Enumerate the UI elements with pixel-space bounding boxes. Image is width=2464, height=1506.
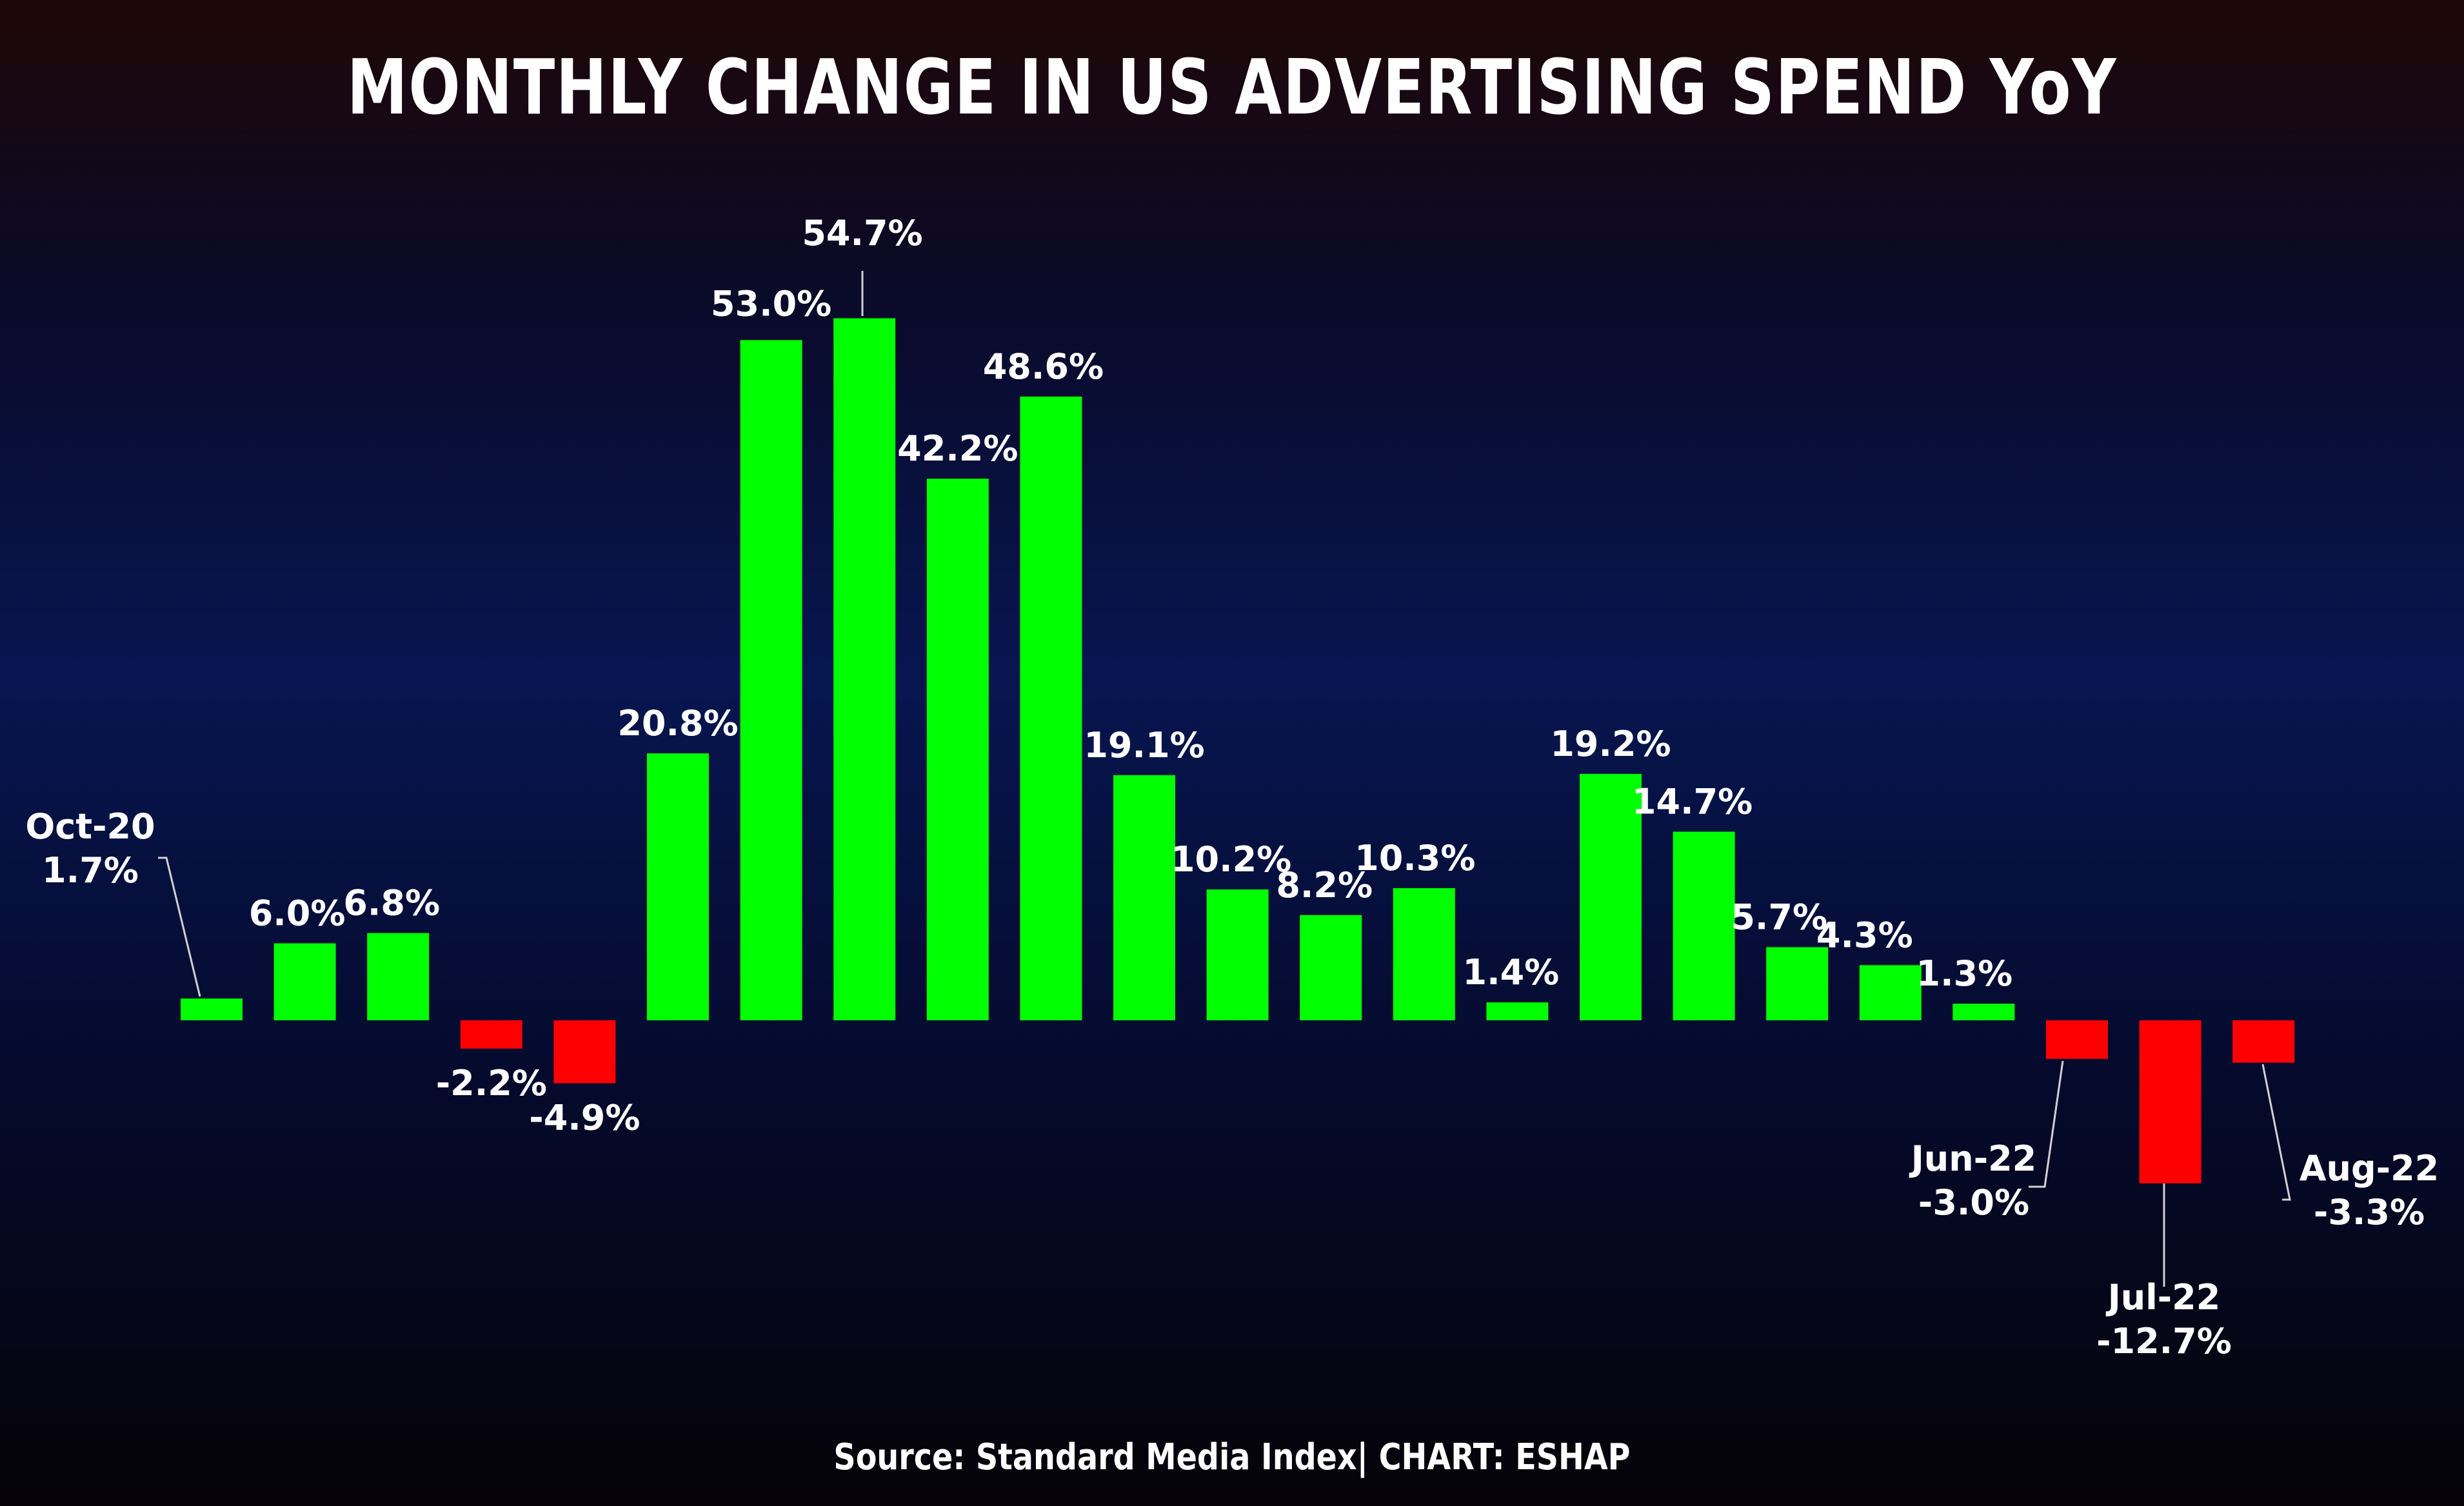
value-label-20: Jun-22 -3.0% bbox=[1909, 1138, 2037, 1223]
leader-line-20 bbox=[2029, 1060, 2064, 1188]
value-label-9: 48.6% bbox=[983, 346, 1104, 387]
bar-5 bbox=[647, 753, 709, 1020]
value-label-18: 4.3% bbox=[1816, 915, 1913, 955]
bars-layer bbox=[181, 318, 2295, 1184]
value-label-7: 54.7% bbox=[802, 213, 922, 253]
value-label-22: Aug-22 -3.3% bbox=[2300, 1148, 2439, 1233]
bar-10 bbox=[1113, 775, 1175, 1020]
bar-3 bbox=[460, 1020, 522, 1049]
bar-11 bbox=[1206, 889, 1269, 1020]
bar-6 bbox=[740, 340, 802, 1020]
chart-source: Source: Standard Media Index| CHART: ESH… bbox=[833, 1436, 1631, 1478]
value-label-6: 53.0% bbox=[711, 283, 831, 324]
bar-16 bbox=[1673, 831, 1735, 1020]
bar-7 bbox=[833, 318, 896, 1021]
value-label-0: Oct-20 1.7% bbox=[25, 806, 155, 891]
leader-line-22 bbox=[2261, 1064, 2291, 1201]
bar-1 bbox=[273, 943, 336, 1020]
bar-22 bbox=[2232, 1020, 2295, 1063]
bar-9 bbox=[1020, 396, 1082, 1020]
bar-18 bbox=[1859, 965, 1922, 1020]
leader-line-0 bbox=[158, 857, 201, 997]
chart-title: MONTHLY CHANGE IN US ADVERTISING SPEND Y… bbox=[346, 43, 2118, 132]
value-label-1: 6.0% bbox=[249, 893, 346, 934]
value-label-12: 8.2% bbox=[1276, 865, 1373, 906]
bar-12 bbox=[1300, 915, 1362, 1020]
value-label-2: 6.8% bbox=[343, 883, 440, 924]
bar-15 bbox=[1580, 773, 1642, 1020]
value-labels-layer: Oct-20 1.7% 6.0%6.8% -2.2%-4.9% 20.8% 53.0% 54… bbox=[25, 213, 2439, 1362]
bar-8 bbox=[926, 479, 989, 1020]
bar-14 bbox=[1486, 1002, 1549, 1020]
value-label-5: 20.8% bbox=[617, 703, 738, 744]
value-label-21: Jul-22 -12.7% bbox=[2096, 1277, 2232, 1362]
value-label-17: 5.7% bbox=[1731, 897, 1827, 938]
bar-0 bbox=[181, 998, 243, 1020]
value-label-11: 10.2% bbox=[1171, 839, 1291, 880]
bar-13 bbox=[1393, 888, 1455, 1020]
value-label-16: 14.7% bbox=[1632, 781, 1753, 822]
value-label-4: -4.9% bbox=[529, 1098, 640, 1138]
value-label-13: 10.3% bbox=[1355, 838, 1475, 878]
value-label-8: 42.2% bbox=[897, 428, 1018, 469]
bar-19 bbox=[1952, 1004, 2015, 1020]
bar-17 bbox=[1766, 947, 1829, 1020]
value-label-15: 19.2% bbox=[1550, 724, 1671, 764]
leader-lines-layer bbox=[158, 271, 2291, 1287]
bar-4 bbox=[553, 1020, 616, 1084]
bar-20 bbox=[2046, 1020, 2108, 1059]
bar-2 bbox=[367, 933, 430, 1020]
value-label-3: -2.2% bbox=[436, 1063, 547, 1104]
value-label-10: 19.1% bbox=[1084, 725, 1204, 766]
value-label-19: 1.3% bbox=[1916, 953, 2013, 994]
value-label-14: 1.4% bbox=[1463, 952, 1560, 993]
bar-21 bbox=[2139, 1020, 2201, 1184]
